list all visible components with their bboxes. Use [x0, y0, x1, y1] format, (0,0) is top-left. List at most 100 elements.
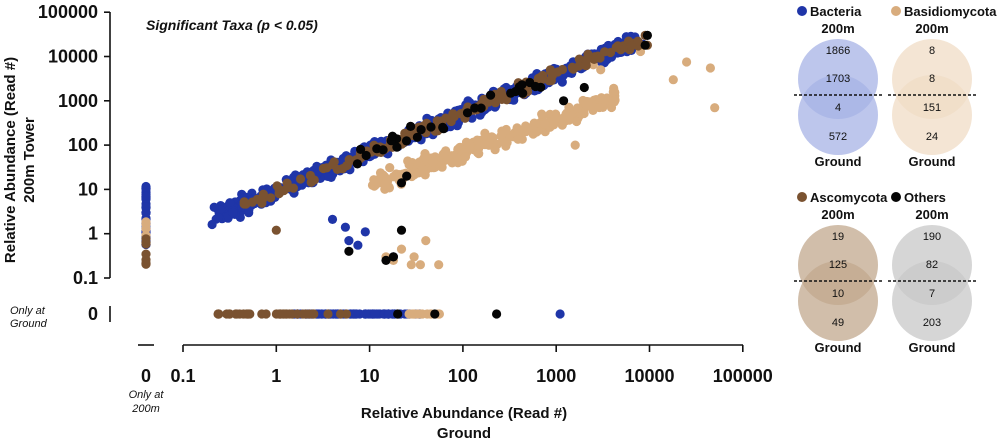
x-tick-label: 100000	[713, 366, 773, 386]
others-point	[416, 125, 426, 135]
basidiomycota-point	[461, 137, 472, 147]
others-point	[470, 103, 480, 113]
ascomycota-point	[497, 90, 507, 100]
ascomycota-point	[141, 238, 151, 248]
ascomycota-point	[626, 41, 637, 51]
basidiomycota-point	[422, 309, 432, 319]
bacteria-point	[209, 202, 219, 212]
ascomycota-point	[266, 193, 276, 203]
basidiomycota-point	[415, 260, 425, 270]
y-tick-label: 10000	[48, 47, 98, 67]
bacteria-point	[141, 191, 151, 201]
basidiomycota-point	[570, 140, 580, 150]
venn-bottom-label: Ground	[815, 154, 862, 169]
ascomycota-point	[344, 155, 354, 165]
others-point	[438, 122, 448, 132]
y-tick-label: 1000	[58, 91, 98, 111]
y-tick-label: 100	[68, 135, 98, 155]
y-tick-label: 0.1	[73, 268, 98, 288]
ascomycota-point	[295, 174, 306, 184]
ascomycota-point	[247, 197, 257, 207]
venn-bottom-label: Ground	[815, 340, 862, 355]
legend-marker-basidiomycota	[891, 6, 901, 16]
bacteria-point	[344, 236, 354, 246]
legend-marker-bacteria	[797, 6, 807, 16]
others-point	[476, 103, 486, 113]
venn-count-overlap-lower: 4	[835, 102, 841, 114]
x-tick-label: 0.1	[170, 366, 195, 386]
basidiomycota-point	[474, 149, 484, 159]
ascomycota-point	[274, 189, 284, 199]
others-point	[486, 90, 496, 100]
others-point	[388, 252, 398, 262]
basidiomycota-point	[492, 139, 502, 149]
others-point	[642, 30, 653, 40]
venn-count-top-only: 1866	[826, 45, 850, 57]
x-axis-title-line1: Relative Abundance (Read #)	[361, 405, 567, 422]
ascomycota-point	[568, 63, 578, 73]
others-point	[406, 121, 416, 131]
basidiomycota-point	[428, 157, 438, 167]
venn-count-overlap-lower: 7	[929, 288, 935, 300]
venn-bottom-label: Ground	[909, 154, 956, 169]
basidiomycota-point	[415, 309, 426, 319]
others-point	[402, 171, 412, 181]
ascomycota-point	[272, 181, 282, 191]
others-point	[518, 88, 528, 98]
scatter-plot: Significant Taxa (p < 0.05) 0 Only at 20…	[2, 2, 773, 442]
basidiomycota-point	[434, 260, 444, 270]
ascomycota-point	[537, 75, 547, 85]
bacteria-point	[207, 219, 217, 230]
legend-marker-ascomycota	[797, 192, 807, 202]
basidiomycota-point	[513, 134, 523, 144]
ascomycota-point	[582, 54, 592, 64]
x-tick-label: 1000	[536, 366, 576, 386]
bacteria-point	[141, 202, 151, 212]
others-point	[393, 309, 403, 319]
ascomycota-point	[611, 42, 621, 53]
ascomycota-point	[301, 309, 311, 319]
venn-circle-ground	[798, 75, 878, 155]
venn-count-bottom-only: 203	[923, 317, 941, 329]
others-point	[462, 108, 473, 118]
data-points	[141, 30, 720, 319]
venn-bacteria: Bacteria 200m 1866 1703 4 572 Ground	[794, 4, 882, 169]
basidiomycota-point	[572, 116, 582, 127]
basidiomycota-point	[572, 103, 583, 113]
ascomycota-point	[287, 309, 297, 319]
basidiomycota-point	[141, 217, 151, 227]
x-zero-caption-line1: Only at	[129, 389, 165, 401]
venn-count-top-only: 19	[832, 231, 844, 243]
others-point	[640, 40, 650, 50]
basidiomycota-point	[705, 63, 716, 73]
others-point	[344, 246, 354, 256]
venn-count-overlap-upper: 8	[929, 73, 935, 85]
basidiomycota-point	[668, 75, 678, 85]
x-tick-label: 10000	[624, 366, 674, 386]
x-ticks: 0.1 1 10 100 1000 10000 100000	[170, 345, 773, 386]
others-point	[356, 144, 366, 154]
basidiomycota-point	[380, 180, 390, 190]
venn-circle-ground	[798, 261, 878, 341]
basidiomycota-point	[549, 120, 559, 130]
venn-top-label: 200m	[821, 207, 854, 222]
bacteria-point	[370, 309, 380, 319]
venn-count-overlap-upper: 125	[829, 259, 847, 271]
venn-circle-ground	[892, 75, 972, 155]
basidiomycota-point	[472, 135, 482, 145]
ascomycota-point	[483, 97, 493, 107]
y-axis-title-line1: Relative Abundance (Read #)	[2, 57, 19, 263]
others-point	[381, 255, 391, 265]
venn-count-bottom-only: 49	[832, 317, 844, 329]
basidiomycota-point	[375, 168, 386, 178]
basidiomycota-point	[396, 244, 407, 254]
others-point	[392, 142, 402, 152]
basidiomycota-point	[682, 57, 692, 67]
basidiomycota-point	[532, 127, 542, 137]
venn-count-overlap-upper: 1703	[826, 73, 850, 85]
venn-count-top-only: 8	[929, 45, 935, 57]
basidiomycota-point	[406, 260, 416, 270]
ascomycota-point	[288, 183, 298, 193]
bacteria-point	[213, 212, 224, 223]
others-point	[378, 145, 388, 155]
